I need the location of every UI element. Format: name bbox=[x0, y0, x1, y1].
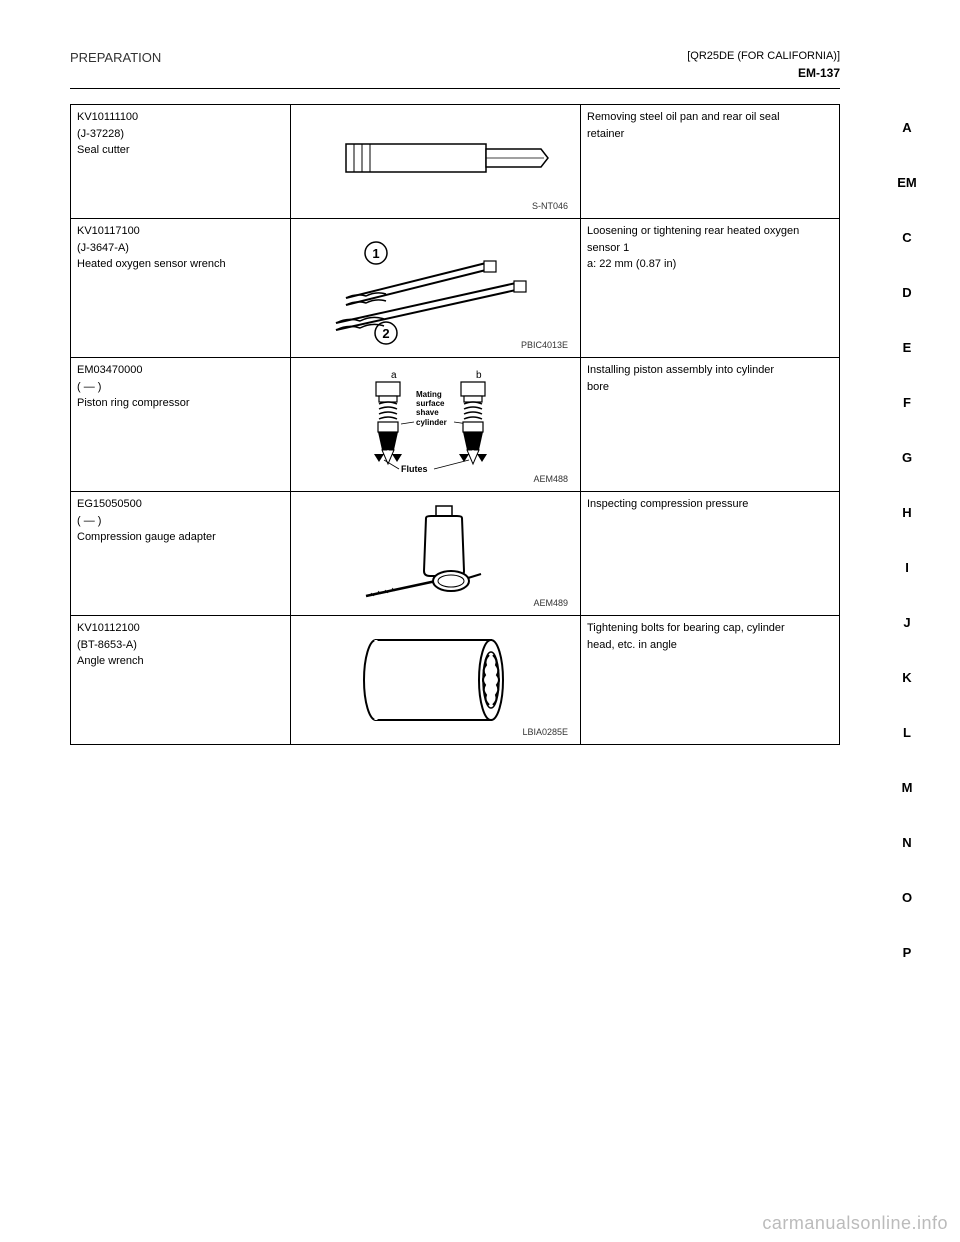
tool-desc: Tightening bolts for bearing cap, cylind… bbox=[587, 620, 833, 653]
oxygen-sensor-wrench-figure: 1 2 bbox=[297, 223, 574, 353]
tools-table: KV10111100 (J-37228) Seal cutter S- bbox=[70, 104, 840, 745]
tool-desc: Loosening or tightening rear heated oxyg… bbox=[587, 223, 833, 273]
table-row: KV10111100 (J-37228) Seal cutter S- bbox=[71, 105, 840, 219]
tool-name: KV10112100 (BT-8653-A) Angle wrench bbox=[77, 620, 284, 670]
svg-text:surface: surface bbox=[416, 399, 445, 408]
section-nav: A EM C D E F G H I J K L M N O P bbox=[892, 120, 922, 960]
svg-text:b: b bbox=[476, 370, 482, 381]
page-title: [QR25DE (FOR CALIFORNIA)] bbox=[70, 50, 840, 62]
nav-l[interactable]: L bbox=[892, 725, 922, 740]
compression-gauge-figure: AEM489 bbox=[297, 496, 574, 611]
nav-k[interactable]: K bbox=[892, 670, 922, 685]
svg-text:a: a bbox=[391, 370, 397, 381]
table-row: EM03470000 ( — ) Piston ring compressor … bbox=[71, 358, 840, 492]
nav-a[interactable]: A bbox=[892, 120, 922, 135]
table-row: EG15050500 ( — ) Compression gauge adapt… bbox=[71, 492, 840, 616]
nav-i[interactable]: I bbox=[892, 560, 922, 575]
nav-c[interactable]: C bbox=[892, 230, 922, 245]
watermark: carmanualsonline.info bbox=[762, 1213, 948, 1234]
svg-text:1: 1 bbox=[372, 246, 379, 261]
tool-desc: Removing steel oil pan and rear oil seal… bbox=[587, 109, 833, 142]
tool-name: EG15050500 ( — ) Compression gauge adapt… bbox=[77, 496, 284, 546]
svg-text:Mating: Mating bbox=[416, 390, 442, 399]
svg-text:2: 2 bbox=[382, 326, 389, 341]
figure-code: PBIC4013E bbox=[521, 340, 568, 350]
tool-desc: Installing piston assembly into cylinder… bbox=[587, 362, 833, 395]
tool-desc: Inspecting compression pressure bbox=[587, 496, 833, 513]
nav-d[interactable]: D bbox=[892, 285, 922, 300]
nav-j[interactable]: J bbox=[892, 615, 922, 630]
figure-code: S-NT046 bbox=[532, 201, 568, 211]
svg-text:cylinder: cylinder bbox=[416, 418, 447, 427]
nav-g[interactable]: G bbox=[892, 450, 922, 465]
nav-h[interactable]: H bbox=[892, 505, 922, 520]
nav-n[interactable]: N bbox=[892, 835, 922, 850]
nav-m[interactable]: M bbox=[892, 780, 922, 795]
svg-text:Flutes: Flutes bbox=[401, 464, 428, 474]
nav-em[interactable]: EM bbox=[892, 175, 922, 190]
figure-code: AEM489 bbox=[533, 598, 568, 608]
tool-name: EM03470000 ( — ) Piston ring compressor bbox=[77, 362, 284, 412]
nav-e[interactable]: E bbox=[892, 340, 922, 355]
nav-f[interactable]: F bbox=[892, 395, 922, 410]
divider bbox=[70, 88, 840, 89]
piston-ring-compressor-figure: a b Mating surface shave cylinder bbox=[297, 362, 574, 487]
tool-name: KV10117100 (J-3647-A) Heated oxygen sens… bbox=[77, 223, 284, 273]
figure-code: AEM488 bbox=[533, 474, 568, 484]
figure-code: LBIA0285E bbox=[522, 727, 568, 737]
table-row: KV10117100 (J-3647-A) Heated oxygen sens… bbox=[71, 219, 840, 358]
angle-wrench-figure: LBIA0285E bbox=[297, 620, 574, 740]
svg-text:shave: shave bbox=[416, 408, 439, 417]
nav-o[interactable]: O bbox=[892, 890, 922, 905]
table-row: KV10112100 (BT-8653-A) Angle wrench bbox=[71, 616, 840, 745]
seal-cutter-figure: S-NT046 bbox=[297, 109, 574, 214]
tool-name: KV10111100 (J-37228) Seal cutter bbox=[77, 109, 284, 159]
nav-p[interactable]: P bbox=[892, 945, 922, 960]
page-number: EM-137 bbox=[70, 66, 840, 80]
